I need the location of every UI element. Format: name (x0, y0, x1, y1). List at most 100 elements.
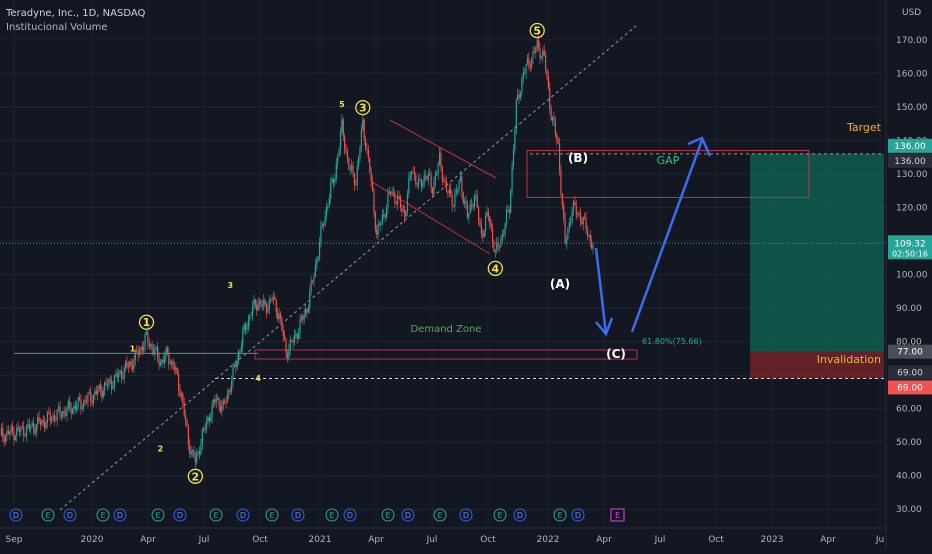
candle-body (83, 400, 85, 408)
candle-body (42, 419, 44, 422)
x-tick-label: Apr (596, 535, 612, 545)
candle-body (412, 171, 414, 173)
event-marker (571, 508, 585, 522)
candle-body (4, 435, 7, 443)
x-tick-label: Sep (6, 535, 23, 545)
candle-body (211, 404, 213, 419)
candle-body (120, 370, 122, 378)
candle-body (32, 423, 35, 430)
candle-body (20, 426, 22, 432)
candle-body (21, 426, 23, 428)
candle-body (454, 193, 456, 207)
candle-body (219, 405, 222, 412)
candle-body (92, 394, 95, 404)
candle-body (222, 400, 224, 406)
candle-body (330, 183, 332, 198)
event-marker (96, 508, 110, 522)
candle-body (575, 205, 577, 215)
indicator-name: Institucional Volume (6, 22, 108, 33)
candle-body (532, 51, 534, 59)
candle-body (515, 100, 517, 129)
arrow-up-line (630, 139, 704, 333)
candle-body (71, 408, 74, 414)
candle-body (122, 377, 124, 379)
candle-body (200, 444, 202, 455)
candle-body (263, 299, 265, 306)
candle-body (277, 312, 279, 320)
candle-body (182, 393, 184, 403)
price-tag-current: 109.32 (894, 239, 926, 249)
candle-body (69, 400, 71, 408)
candle-body (560, 169, 562, 194)
candle-body (380, 222, 382, 226)
price-tag-entry-bg (888, 344, 932, 359)
candle-body (240, 345, 242, 352)
candle-body (175, 367, 177, 370)
candle-body (392, 191, 395, 194)
candle-body (229, 390, 231, 392)
candle-body (370, 171, 372, 182)
candle-body (335, 163, 337, 179)
candle-body (59, 406, 61, 415)
target-label: Target (846, 121, 882, 134)
candle-body (564, 218, 566, 243)
candle-body (556, 134, 558, 140)
candle-body (405, 210, 407, 217)
event-marker (151, 508, 165, 522)
candle-body (106, 384, 109, 386)
candle-body (44, 421, 46, 428)
candle-body (574, 201, 576, 206)
candle-body (279, 313, 282, 319)
candle-body (591, 241, 593, 249)
candle-body (193, 449, 195, 459)
candle-body (243, 324, 245, 332)
demand-zone-label: Demand Zone (410, 324, 481, 335)
candle-body (154, 348, 156, 355)
candle-body (194, 458, 196, 463)
candle-body (109, 379, 111, 381)
candle-body (458, 181, 460, 190)
candle-body (159, 362, 162, 366)
candle-body (549, 87, 551, 109)
candle-body (577, 213, 579, 215)
event-marker-label: E (385, 511, 390, 520)
candle-body (127, 366, 129, 368)
target-zone (750, 153, 884, 352)
candle-body (528, 58, 530, 65)
candle-body (353, 173, 356, 186)
candle-body (24, 435, 26, 437)
candle-body (512, 149, 515, 167)
candle-body (471, 204, 473, 206)
candle-body (157, 346, 159, 358)
channel-bottom (371, 181, 491, 255)
candle-body (235, 364, 237, 368)
event-marker-label: E (213, 511, 218, 520)
event-marker (41, 508, 55, 522)
wave-label-small: 3 (227, 281, 233, 290)
candle-body (285, 339, 287, 354)
y-tick-label: 50.00 (896, 438, 922, 448)
candle-body (101, 390, 103, 398)
candle-body (364, 138, 367, 150)
candle-body (469, 204, 471, 213)
candle-body (578, 213, 580, 215)
candle-body (524, 73, 526, 75)
candle-body (176, 367, 178, 375)
candle-body (445, 181, 448, 192)
candle-body (309, 291, 311, 308)
candle-body (570, 221, 572, 223)
event-marker (381, 508, 395, 522)
candle-body (363, 119, 365, 139)
candle-body (517, 94, 519, 101)
gap-zone (526, 149, 810, 198)
candle-body (479, 220, 481, 225)
candle-body (239, 351, 241, 353)
candle-body (535, 48, 537, 53)
candle-body (178, 374, 180, 390)
event-marker-label: D (177, 511, 183, 520)
event-marker-label: D (240, 511, 246, 520)
candle-body (144, 334, 146, 347)
candle-body (41, 419, 43, 425)
